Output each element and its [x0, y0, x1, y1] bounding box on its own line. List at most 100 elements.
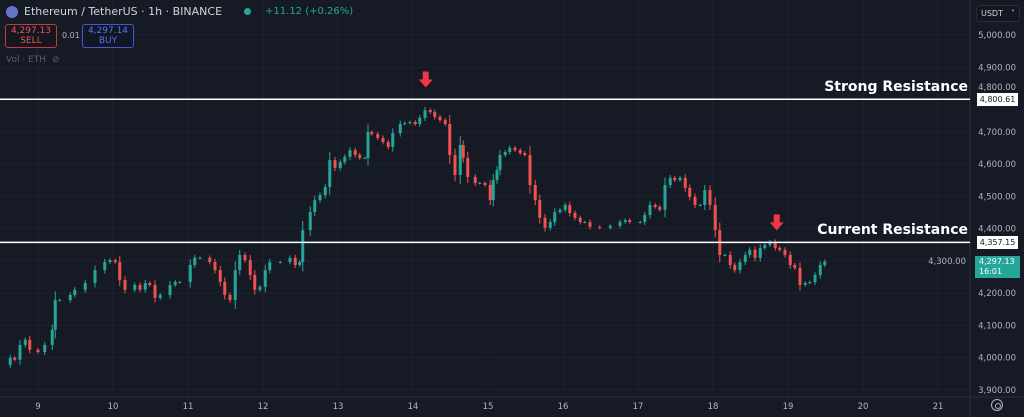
volume-indicator[interactable]: Vol · ETH ⊘ — [6, 55, 60, 65]
candle-body — [73, 289, 77, 295]
candle-body — [50, 329, 54, 345]
candle-body — [301, 230, 305, 263]
candle-body — [466, 157, 470, 177]
eye-hidden-icon[interactable]: ⊘ — [52, 55, 60, 65]
candle-body — [528, 154, 532, 185]
candle-body — [288, 257, 292, 263]
candle-body — [168, 284, 172, 295]
candle-body — [533, 184, 537, 201]
current-price-label: 4,297.13 16:01 — [975, 256, 1020, 278]
candle-body — [370, 132, 374, 135]
candle-body — [43, 344, 47, 353]
candle-body — [498, 154, 502, 171]
candle-body — [118, 262, 122, 281]
candle-body — [643, 214, 647, 223]
candle-body — [573, 213, 577, 218]
candle-body — [398, 124, 402, 134]
candle-body — [683, 177, 687, 188]
candle-body — [348, 150, 352, 157]
candle-body — [443, 120, 447, 125]
candle-body — [693, 196, 697, 205]
sell-label: SELL — [20, 36, 42, 46]
time-tick-label: 9 — [35, 402, 40, 412]
candle-body — [108, 260, 112, 263]
price-tick-label: 4,300.00 — [928, 257, 966, 267]
candle-body — [18, 344, 22, 360]
sell-button[interactable]: 4,297.13 SELL — [5, 24, 57, 48]
candle-body — [338, 162, 342, 168]
candle-body — [628, 220, 632, 223]
candle-body — [663, 184, 667, 210]
price-tick-label: 4,800.00 — [978, 83, 1016, 93]
candle-body — [793, 264, 797, 268]
bar-countdown: 16:01 — [979, 267, 1003, 276]
candle-body — [818, 264, 822, 275]
price-tick-label: 5,000.00 — [978, 31, 1016, 41]
candle-body — [198, 257, 202, 259]
candle-body — [83, 283, 87, 290]
strong-resistance-label: Strong Resistance — [824, 79, 968, 95]
volume-label: Vol · ETH — [6, 55, 46, 65]
candle-body — [173, 282, 177, 285]
candle-body — [381, 137, 385, 143]
candle-body — [548, 222, 552, 228]
candle-body — [208, 257, 212, 263]
candle-body — [113, 260, 117, 263]
candle-body — [143, 283, 147, 290]
candle-body — [243, 254, 247, 261]
candle-body — [768, 242, 772, 245]
settings-icon[interactable] — [991, 399, 1003, 411]
candle-body — [578, 217, 582, 223]
price-tick-label: 4,700.00 — [978, 128, 1016, 138]
candle-body — [313, 200, 317, 213]
candle-body — [138, 284, 142, 290]
candle-body — [813, 274, 817, 283]
buy-label: BUY — [98, 36, 118, 46]
candle-body — [428, 110, 432, 113]
down-arrow-icon — [769, 214, 784, 231]
currency-label: USDT — [981, 9, 1003, 18]
candle-body — [658, 206, 662, 210]
arrows — [418, 71, 784, 231]
buy-button[interactable]: 4,297.14 BUY — [82, 24, 134, 48]
time-tick-label: 20 — [858, 402, 869, 412]
candle-body — [308, 212, 312, 231]
time-tick-label: 19 — [783, 402, 794, 412]
candle-body — [653, 204, 657, 207]
candle-body — [408, 122, 412, 124]
time-tick-label: 21 — [933, 402, 944, 412]
candle-body — [253, 274, 257, 290]
candle-body — [668, 177, 672, 185]
candle-body — [188, 264, 192, 283]
candle-body — [798, 267, 802, 285]
symbol-title[interactable]: Ethereum / TetherUS · 1h · BINANCE — [24, 5, 223, 18]
candle-body — [433, 112, 437, 117]
candle-body — [703, 190, 707, 205]
candle-body — [753, 249, 757, 258]
candle-body — [153, 284, 157, 298]
candle-body — [23, 339, 27, 345]
candle-body — [678, 177, 682, 181]
candles — [8, 106, 827, 368]
sell-price: 4,297.13 — [10, 26, 52, 36]
candle-body — [28, 339, 32, 350]
candle-body — [148, 283, 152, 285]
candle-body — [688, 187, 692, 197]
currency-dropdown[interactable]: USDT ˅ — [976, 5, 1020, 22]
price-tick-label: 4,400.00 — [978, 225, 1016, 235]
candle-body — [133, 284, 137, 290]
candle-body — [503, 152, 507, 155]
candle-body — [13, 357, 17, 360]
candle-body — [553, 212, 557, 223]
candle-body — [53, 300, 57, 330]
candle-body — [366, 132, 370, 158]
price-tick-label: 4,900.00 — [978, 63, 1016, 73]
candle-body — [723, 254, 727, 256]
candle-body — [558, 209, 562, 213]
candle-body — [543, 217, 547, 228]
price-axis[interactable]: 5,000.00 4,900.00 4,800.00 4,700.00 4,600.00… — [928, 31, 1016, 396]
candle-body — [618, 222, 622, 226]
time-axis[interactable]: 9 10 11 12 13 14 15 16 17 18 19 20 21 — [35, 402, 943, 412]
